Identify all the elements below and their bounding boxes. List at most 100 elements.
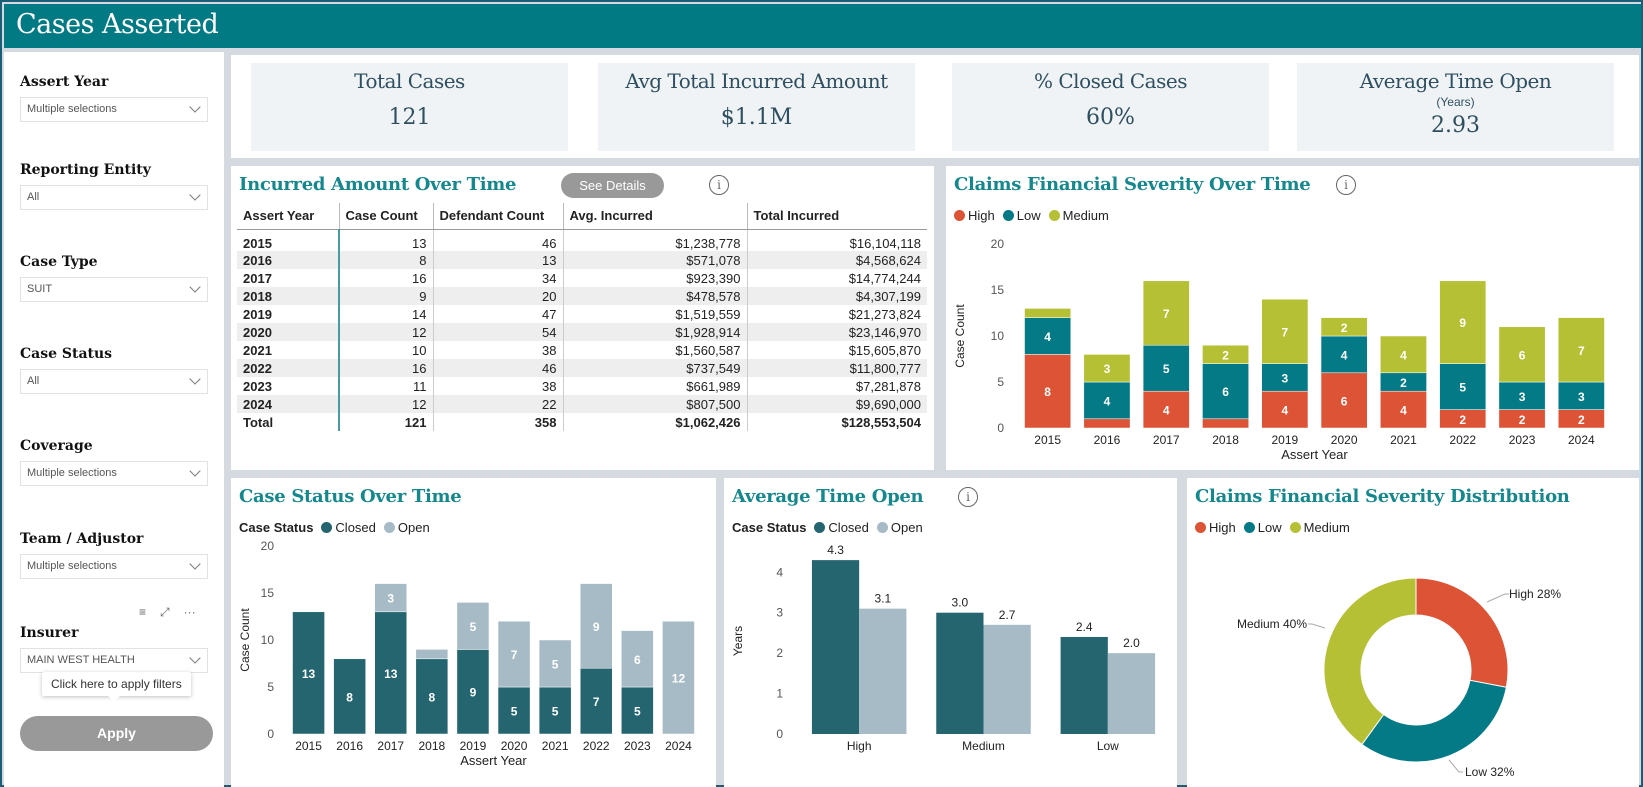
table-cell: 46 [432, 359, 563, 377]
legend-item[interactable]: Low [1002, 208, 1041, 223]
slicer-case-type: Case Type SUIT [20, 254, 208, 302]
apply-tooltip: Click here to apply filters [42, 672, 191, 702]
table-cell: 2022 [237, 359, 340, 377]
column-header[interactable]: Defendant Count [432, 203, 563, 230]
chevron-down-icon [189, 558, 201, 570]
total-cell: 121 [404, 414, 427, 430]
bar-segment-high [1380, 390, 1427, 429]
see-details-button[interactable]: See Details [561, 173, 664, 198]
kpi-value: 2.93 [1431, 113, 1480, 138]
legend-item[interactable]: Open [876, 520, 923, 535]
data-label: 3 [1104, 362, 1111, 376]
table-cell: $1,560,587 [562, 341, 747, 359]
legend-item[interactable]: Medium [1048, 208, 1109, 223]
table-cell: 2015 [237, 229, 340, 251]
legend-dot-icon [383, 522, 395, 533]
case-status-dropdown[interactable]: All [20, 369, 208, 394]
data-label: 2 [1578, 413, 1585, 427]
leader-line [1448, 759, 1463, 773]
bar-segment-closed [579, 667, 613, 735]
column-header[interactable]: Assert Year [237, 203, 339, 230]
kpi-title: Avg Total Incurred Amount [625, 69, 888, 93]
chevron-down-icon [189, 465, 201, 477]
table-row[interactable]: 2022 16 46 $737,549 $11,800,777 [237, 359, 927, 377]
info-icon[interactable]: i [709, 175, 729, 195]
coverage-dropdown[interactable]: Multiple selections [20, 461, 208, 486]
data-label: 2.4 [1076, 620, 1093, 634]
table-header-row: Assert Year Case Count Defendant Count A… [237, 203, 927, 230]
chevron-down-icon [189, 101, 201, 113]
bar-segment-open [662, 620, 695, 735]
legend-label: Closed [335, 520, 376, 535]
table-row[interactable]: 2018 9 20 $478,578 $4,307,199 [237, 287, 927, 305]
data-label: 2 [1519, 413, 1526, 427]
team-adjustor-dropdown[interactable]: Multiple selections [20, 554, 208, 579]
table-row[interactable]: 2017 16 34 $923,390 $14,774,244 [237, 269, 927, 287]
table-cell: 13 [412, 235, 427, 251]
incurred-table: Assert Year Case Count Defendant Count A… [237, 203, 927, 431]
table-cell: 2020 [237, 323, 340, 341]
case-type-dropdown[interactable]: SUIT [20, 277, 208, 302]
x-tick-label: 2023 [624, 739, 651, 753]
x-tick-label: 2019 [1271, 433, 1298, 447]
info-icon[interactable]: i [958, 487, 978, 507]
table-cell: $807,500 [562, 395, 747, 413]
data-label: 2 [1459, 413, 1466, 427]
column-header[interactable]: Case Count [338, 203, 433, 230]
kpi-value: 121 [388, 105, 431, 130]
table-row[interactable]: 2021 10 38 $1,560,587 $15,605,870 [237, 341, 927, 359]
title-bar: Cases Asserted [4, 4, 1641, 48]
dropdown-value: All [27, 375, 40, 387]
x-tick-label: 2019 [460, 739, 487, 753]
column-header[interactable]: Avg. Incurred [562, 203, 747, 230]
table-cell: 10 [412, 342, 427, 358]
data-label: 2 [1341, 321, 1348, 335]
slicer-coverage: Coverage Multiple selections [20, 438, 208, 486]
legend-item[interactable]: High [1195, 520, 1236, 535]
legend-item[interactable]: Medium [1289, 520, 1350, 535]
data-label: 6 [1519, 348, 1526, 362]
table-row[interactable]: 2016 8 13 $571,078 $4,568,624 [237, 251, 927, 269]
x-tick-label: 2024 [1568, 433, 1595, 447]
table-row[interactable]: 2020 12 54 $1,928,914 $23,146,970 [237, 323, 927, 341]
bar-segment-closed [333, 658, 366, 735]
legend-label: High [1209, 520, 1236, 535]
legend-item[interactable]: Closed [321, 520, 376, 535]
data-label: 4 [1282, 404, 1289, 418]
reporting-entity-dropdown[interactable]: All [20, 185, 208, 210]
bar-segment-medium [1142, 280, 1190, 346]
total-cell: Total [237, 413, 340, 431]
legend-dot-icon [1289, 522, 1301, 533]
table-row[interactable]: 2015 13 46 $1,238,778 $16,104,118 [237, 229, 927, 251]
y-tick-label: 3 [776, 606, 783, 620]
table-row[interactable]: 2023 11 38 $661,989 $7,281,878 [237, 377, 927, 395]
filter-icon[interactable]: ≡ [139, 605, 147, 619]
info-icon[interactable]: i [1336, 175, 1356, 195]
insurer-dropdown[interactable]: MAIN WEST HEALTH [20, 648, 208, 673]
apply-button[interactable]: Apply [20, 716, 213, 751]
bar-segment-closed [456, 649, 490, 735]
data-label: 6 [634, 653, 641, 667]
legend-item[interactable]: Closed [814, 520, 869, 535]
data-label: 4 [1104, 394, 1111, 408]
legend-item[interactable]: Low [1243, 520, 1282, 535]
severity-distribution-panel: Claims Financial Severity Distribution H… [1187, 478, 1639, 787]
y-tick-label: 20 [991, 237, 1005, 251]
legend-item[interactable]: Open [383, 520, 430, 535]
legend-item[interactable]: High [954, 208, 995, 223]
x-axis-label: Assert Year [460, 753, 527, 768]
slicer-header-tools: ≡ ⤢ ··· [139, 605, 196, 620]
table-cell: $7,281,878 [746, 377, 927, 395]
slicer-team-adjustor: Team / Adjustor Multiple selections [20, 531, 208, 579]
total-cell: $1,062,426 [562, 413, 747, 431]
more-options-icon[interactable]: ··· [183, 605, 196, 619]
column-header[interactable]: Total Incurred [746, 203, 927, 230]
focus-mode-icon[interactable]: ⤢ [160, 605, 170, 619]
table-cell: $1,519,559 [562, 305, 747, 323]
table-row[interactable]: 2019 14 47 $1,519,559 $21,273,824 [237, 305, 927, 323]
table-cell: 8 [339, 251, 433, 269]
table-cell: 34 [432, 269, 563, 287]
assert-year-dropdown[interactable]: Multiple selections [20, 97, 208, 122]
dropdown-value: Multiple selections [27, 103, 117, 115]
table-row[interactable]: 2024 12 22 $807,500 $9,690,000 [237, 395, 927, 413]
